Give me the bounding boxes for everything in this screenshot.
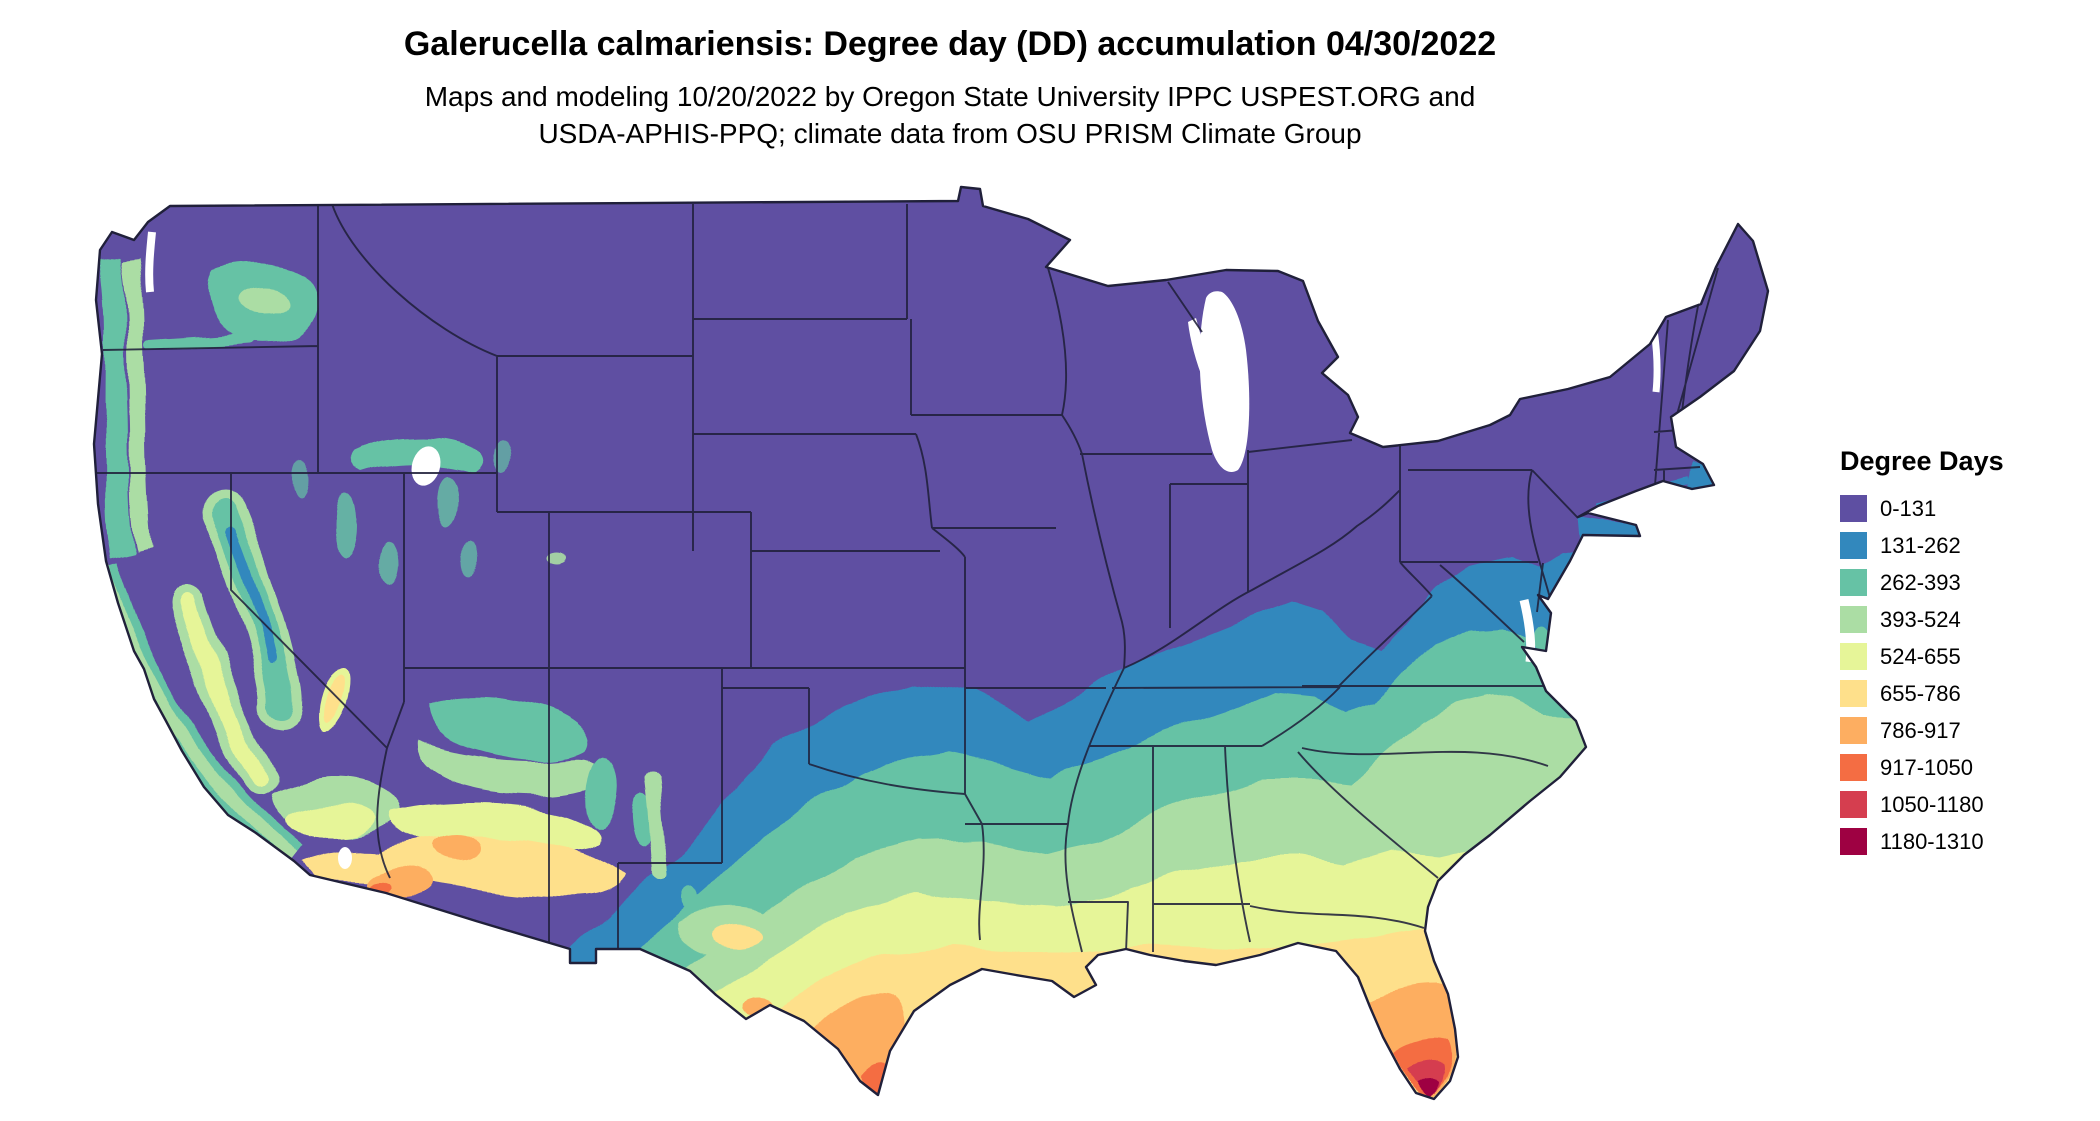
legend: Degree Days 0-131 131-262 262-393 393-52…	[1840, 446, 2090, 855]
puget-sound	[145, 231, 156, 293]
patch-wtx-range-teal	[682, 886, 698, 914]
legend-swatch	[1840, 828, 1867, 855]
patch-ut-range-2	[462, 542, 478, 578]
legend-label: 393-524	[1880, 606, 1961, 632]
lake-champlain	[1650, 329, 1661, 393]
lake-michigan	[1199, 291, 1250, 472]
patch-columbia-basin-green	[236, 289, 288, 315]
legend-swatch	[1840, 717, 1867, 744]
legend-swatch	[1840, 643, 1867, 670]
patch-id-range	[496, 439, 514, 471]
legend-items: 0-131 131-262 262-393 393-524 524-655 65…	[1840, 495, 2090, 855]
patch-ut-range-1	[434, 476, 456, 524]
legend-swatch	[1840, 569, 1867, 596]
patch-wtx-yellow	[712, 925, 764, 947]
great-salt-lake	[411, 446, 441, 486]
subtitle-line-1: Maps and modeling 10/20/2022 by Oregon S…	[424, 80, 1476, 112]
legend-item: 131-262	[1840, 532, 2090, 559]
patch-az-green	[417, 742, 603, 795]
legend-label: 524-655	[1880, 643, 1961, 669]
us-outline	[92, 185, 1770, 1101]
legend-label: 917-1050	[1880, 754, 1973, 780]
lakes	[145, 231, 1661, 869]
legend-swatch	[1840, 791, 1867, 818]
legend-item: 917-1050	[1840, 754, 2090, 781]
band-655-786	[400, 924, 1768, 1099]
legend-title: Degree Days	[1840, 446, 2004, 476]
legend-item: 1050-1180	[1840, 791, 2090, 818]
salton-sea	[338, 847, 352, 869]
patch-deathvalley-yellow	[323, 675, 345, 725]
legend-label: 1050-1180	[1880, 791, 1984, 817]
patch-pnw-coast-teal	[98, 256, 134, 558]
legend-label: 655-786	[1880, 680, 1961, 706]
map-clipped-content	[94, 187, 1768, 1099]
green-bay	[1188, 318, 1212, 382]
patch-phoenix-orange	[432, 835, 484, 861]
patch-mojave-paleyellow	[286, 805, 378, 839]
patch-pnw-valley-green	[122, 260, 152, 550]
header: Galerucella calmariensis: Degree day (DD…	[0, 24, 1900, 153]
patch-nv-range-1	[336, 495, 360, 555]
patch-riogrande-valley-green	[645, 773, 667, 883]
patch-bigbend-orange	[742, 998, 770, 1014]
legend-swatch	[1840, 606, 1867, 633]
patch-sierra-blue-core	[227, 527, 277, 663]
legend-item: 1180-1310	[1840, 828, 2090, 855]
legend-label: 1180-1310	[1880, 828, 1984, 854]
legend-item: 393-524	[1840, 606, 2090, 633]
patch-nm-range-1	[586, 756, 618, 828]
page-title: Galerucella calmariensis: Degree day (DD…	[403, 25, 1497, 63]
degree-day-bands	[94, 187, 1768, 1099]
legend-swatch	[1840, 680, 1867, 707]
legend-swatch	[1840, 532, 1867, 559]
patch-nv-range-3	[292, 460, 308, 500]
legend-item: 262-393	[1840, 569, 2090, 596]
legend-label: 786-917	[1880, 717, 1961, 743]
patch-co-grand-valley-green	[546, 554, 566, 566]
legend-item: 524-655	[1840, 643, 2090, 670]
patch-nv-range-2	[383, 543, 401, 587]
legend-item: 786-917	[1840, 717, 2090, 744]
patch-long-island-blue	[1578, 514, 1645, 540]
legend-swatch	[1840, 754, 1867, 781]
legend-item: 655-786	[1840, 680, 2090, 707]
page-subtitle: Maps and modeling 10/20/2022 by Oregon S…	[0, 79, 1900, 153]
legend-label: 0-131	[1880, 495, 1937, 521]
patch-fl-darkred	[1420, 1081, 1440, 1099]
state-borders	[97, 203, 1719, 953]
legend-label: 131-262	[1880, 532, 1961, 558]
patch-central-valley-paleyellow	[178, 594, 268, 784]
legend-swatch	[1840, 495, 1867, 522]
subtitle-line-2: USDA-APHIS-PPQ; climate data from OSU PR…	[538, 117, 1362, 149]
patch-az-mogollon-teal	[427, 695, 588, 761]
legend-item: 0-131	[1840, 495, 2090, 522]
patch-columbia-gorge-teal	[145, 333, 257, 350]
legend-label: 262-393	[1880, 569, 1961, 595]
